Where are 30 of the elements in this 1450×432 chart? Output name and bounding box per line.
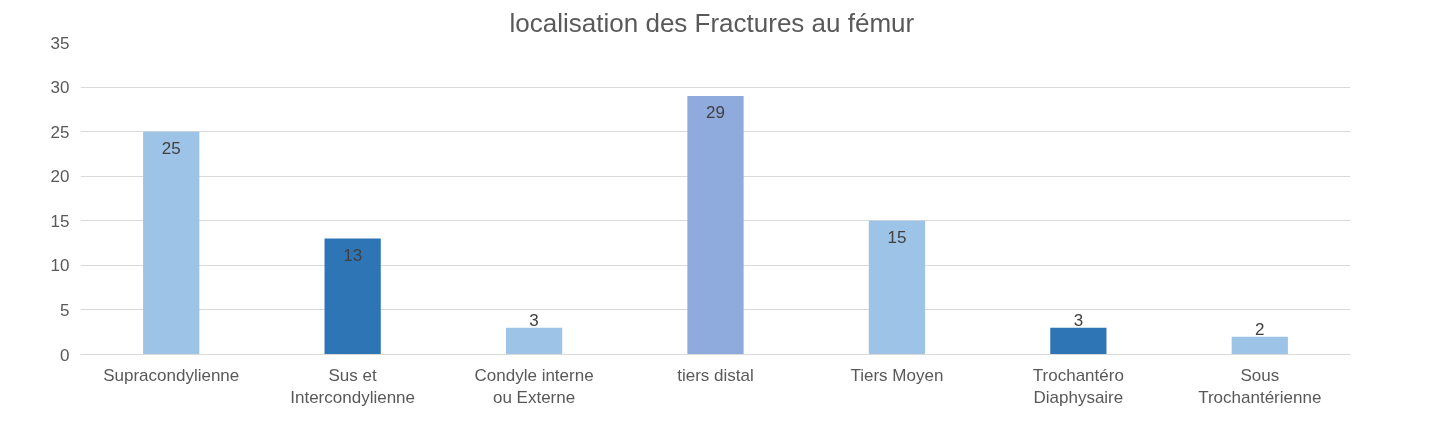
data-label: 29: [706, 102, 725, 122]
x-tick-label: tiers distal: [677, 365, 754, 385]
bar: [324, 238, 381, 355]
bar: [505, 327, 563, 355]
bar: [868, 220, 926, 355]
data-label: 3: [1073, 310, 1084, 330]
x-tick-label: Tiers Moyen: [850, 365, 944, 385]
y-tick-label: 35: [50, 33, 70, 53]
bar: [1050, 327, 1107, 355]
bar: [1231, 336, 1288, 355]
y-tick-label: 25: [50, 122, 70, 142]
y-tick-label: 20: [50, 167, 70, 187]
y-tick-label: 5: [60, 300, 70, 320]
data-label: 25: [161, 138, 181, 158]
data-label: 15: [887, 227, 907, 247]
chart-title: localisation des Fractures au fémur: [509, 7, 915, 38]
bar: [687, 95, 744, 355]
x-tick-label: Sus et Intercondylienne: [290, 365, 416, 408]
bar: [143, 131, 200, 355]
data-label: 13: [343, 245, 363, 265]
y-tick-label: 30: [50, 78, 70, 98]
y-tick-label: 0: [60, 345, 70, 365]
x-tick-label: Supracondylienne: [103, 365, 240, 385]
x-tick-label: Sous Trochantérienne: [1198, 365, 1322, 408]
data-label: 2: [1255, 319, 1265, 339]
x-tick-label: Condyle interne ou Externe: [474, 365, 594, 408]
x-tick-label: Trochantéro Diaphysaire: [1032, 365, 1124, 408]
y-tick-label: 10: [50, 256, 70, 276]
y-tick-label: 15: [50, 211, 70, 231]
data-label: 3: [529, 310, 539, 330]
